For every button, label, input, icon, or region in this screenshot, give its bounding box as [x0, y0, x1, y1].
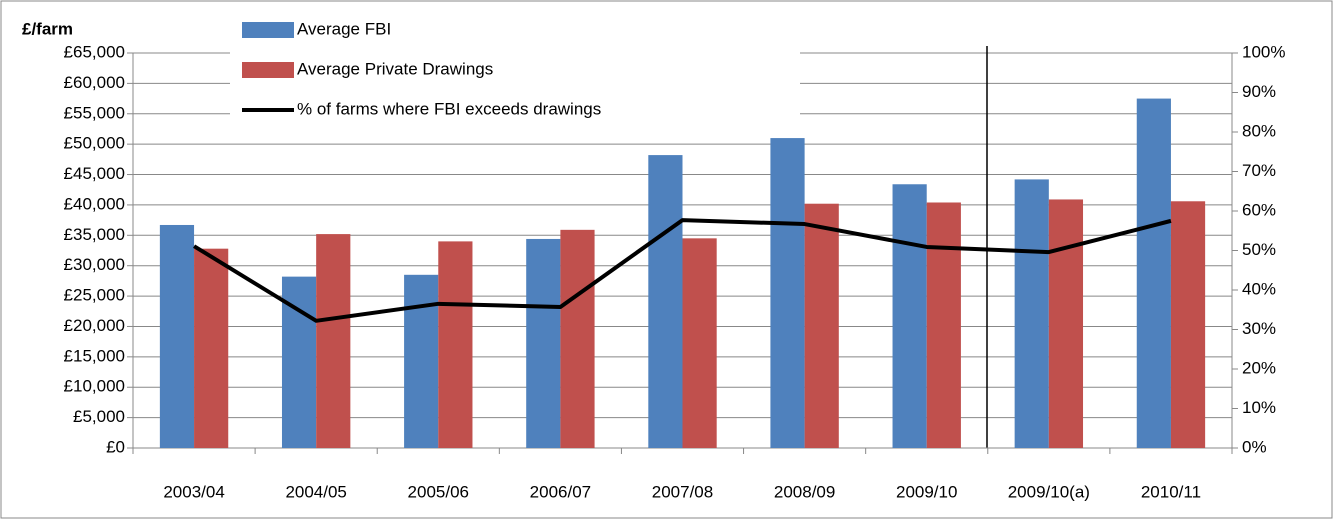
y2-tick-label: 50%: [1242, 240, 1276, 259]
y-tick-label: £10,000: [64, 377, 125, 396]
bar: [560, 229, 595, 448]
y-tick-label: £55,000: [64, 103, 125, 122]
x-tick-label: 2009/10(a): [1008, 482, 1090, 501]
x-tick-label: 2003/04: [163, 482, 224, 501]
y-tick-label: £0: [106, 437, 125, 456]
legend-swatch: [242, 62, 294, 78]
x-tick-label: 2004/05: [285, 482, 346, 501]
y-tick-label: £20,000: [64, 316, 125, 335]
x-tick-label: 2010/11: [1141, 482, 1201, 501]
bar: [892, 184, 927, 448]
x-tick-label: 2006/07: [530, 482, 591, 501]
y-tick-label: £40,000: [64, 194, 125, 213]
y-tick-label: £35,000: [64, 225, 125, 244]
x-tick-label: 2008/09: [774, 482, 835, 501]
y-tick-label: £60,000: [64, 73, 125, 92]
legend-box: [230, 14, 800, 138]
bar: [438, 241, 473, 448]
y-tick-label: £45,000: [64, 164, 125, 183]
y-tick-label: £30,000: [64, 255, 125, 274]
legend-label: % of farms where FBI exceeds drawings: [297, 99, 601, 118]
y-tick-label: £25,000: [64, 286, 125, 305]
y2-tick-label: 70%: [1242, 161, 1276, 180]
bar: [1170, 201, 1206, 448]
y2-tick-label: 100%: [1242, 42, 1285, 61]
bar: [804, 203, 839, 448]
y2-tick-label: 60%: [1242, 200, 1276, 219]
bar: [682, 238, 717, 448]
y-tick-label: £15,000: [64, 346, 125, 365]
bar: [926, 202, 961, 448]
y2-tick-label: 0%: [1242, 437, 1267, 456]
bar: [316, 234, 351, 448]
y-tick-label: £5,000: [73, 407, 125, 426]
bar: [770, 138, 805, 449]
y-tick-label: £65,000: [64, 42, 125, 61]
legend-label: Average Private Drawings: [297, 59, 493, 78]
line-series: [193, 218, 1172, 323]
bar: [1136, 98, 1171, 449]
y-axis-title: £/farm: [22, 19, 73, 38]
bar: [1048, 199, 1084, 448]
y2-tick-label: 30%: [1242, 319, 1276, 338]
legend-swatch: [242, 22, 294, 38]
y2-tick-label: 40%: [1242, 279, 1276, 298]
y2-tick-label: 20%: [1242, 358, 1276, 377]
y2-tick-label: 90%: [1242, 82, 1276, 101]
x-tick-label: 2005/06: [408, 482, 469, 501]
bar: [194, 248, 229, 448]
legend-label: Average FBI: [297, 19, 391, 38]
bar: [404, 274, 439, 448]
x-tick-label: 2009/10: [896, 482, 957, 501]
y2-tick-label: 10%: [1242, 398, 1276, 417]
bar: [159, 224, 195, 448]
bar: [648, 155, 683, 449]
y-tick-label: £50,000: [64, 134, 125, 153]
x-tick-label: 2007/08: [652, 482, 713, 501]
bar: [526, 238, 561, 448]
y2-tick-label: 80%: [1242, 121, 1276, 140]
bar: [1014, 179, 1049, 448]
